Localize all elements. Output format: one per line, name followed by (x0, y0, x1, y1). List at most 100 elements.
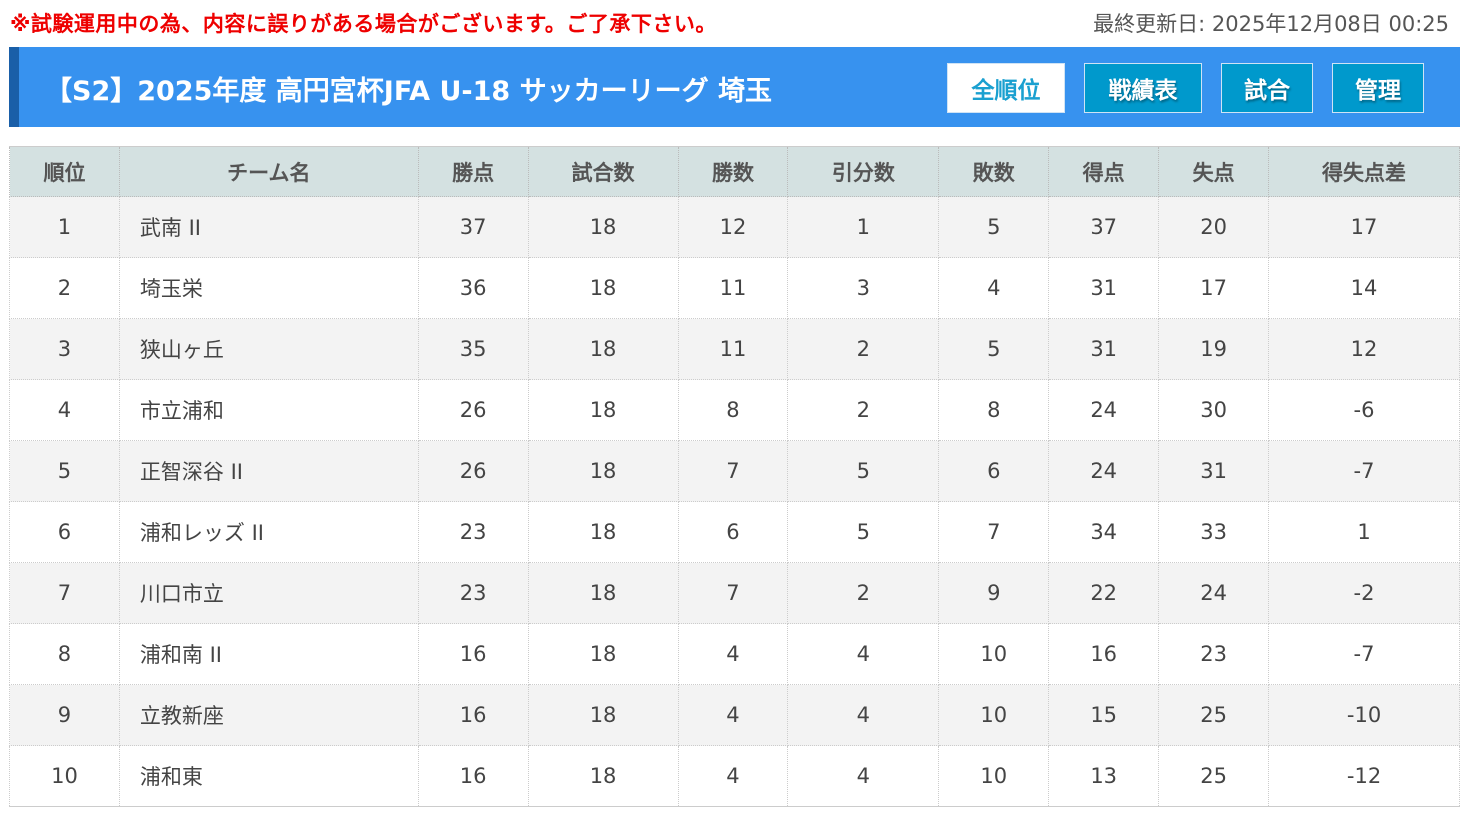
table-cell: 8 (9, 623, 120, 685)
table-cell: 5 (9, 440, 120, 502)
table-cell: 5 (938, 196, 1050, 258)
table-cell: 25 (1158, 684, 1270, 746)
table-cell: 4 (677, 623, 789, 685)
table-cell: 18 (527, 745, 679, 807)
team-name: 浦和レッズ II (118, 501, 419, 563)
table-cell: 24 (1048, 379, 1160, 441)
table-cell: 13 (1048, 745, 1160, 807)
column-header: 得失点差 (1268, 146, 1460, 197)
table-cell: 7 (677, 440, 789, 502)
nav-admin-button[interactable]: 管理 (1332, 63, 1424, 113)
table-cell: 16 (417, 684, 529, 746)
table-cell: 4 (938, 257, 1050, 319)
column-header: 勝数 (677, 146, 789, 197)
disclaimer-notice: ※試験運用中の為、内容に誤りがある場合がございます。ご了承下さい。 (10, 12, 717, 36)
table-cell: 18 (527, 318, 679, 380)
table-cell: 4 (9, 379, 120, 441)
table-cell: 37 (417, 196, 529, 258)
table-cell: 17 (1268, 196, 1460, 258)
table-cell: 4 (787, 745, 940, 807)
table-cell: 1 (9, 196, 120, 258)
table-cell: 30 (1158, 379, 1270, 441)
table-cell: 31 (1158, 440, 1270, 502)
table-cell: 24 (1158, 562, 1270, 624)
table-cell: 14 (1268, 257, 1460, 319)
table-cell: 25 (1158, 745, 1270, 807)
table-cell: 1 (1268, 501, 1460, 563)
standings-table: 順位 チーム名 勝点 試合数 勝数 引分数 敗数 得点 失点 得失点差 1 武南 II 37 18 12 1… (9, 146, 1460, 807)
table-cell: 3 (9, 318, 120, 380)
table-cell: 11 (677, 318, 789, 380)
table-cell: 23 (1158, 623, 1270, 685)
team-name: 川口市立 (118, 562, 419, 624)
table-cell: 10 (938, 684, 1050, 746)
table-cell: 19 (1158, 318, 1270, 380)
table-cell: 5 (787, 440, 940, 502)
table-cell: -12 (1268, 745, 1460, 807)
team-name: 浦和東 (118, 745, 419, 807)
table-cell: 7 (9, 562, 120, 624)
table-cell: 2 (787, 318, 940, 380)
table-cell: 2 (787, 562, 940, 624)
column-header: 得点 (1048, 146, 1160, 197)
team-name: 埼玉栄 (118, 257, 419, 319)
table-cell: -6 (1268, 379, 1460, 441)
table-row: 10 浦和東 16 18 4 4 10 13 25 -12 (9, 745, 1460, 807)
table-cell: -7 (1268, 623, 1460, 685)
table-cell: -2 (1268, 562, 1460, 624)
table-cell: 33 (1158, 501, 1270, 563)
team-name: 市立浦和 (118, 379, 419, 441)
column-header: 試合数 (527, 146, 679, 197)
table-cell: 16 (417, 745, 529, 807)
table-row: 2 埼玉栄 36 18 11 3 4 31 17 14 (9, 257, 1460, 319)
last-updated: 最終更新日: 2025年12月08日 00:25 (1093, 12, 1449, 36)
table-header-row: 順位 チーム名 勝点 試合数 勝数 引分数 敗数 得点 失点 得失点差 (9, 146, 1460, 197)
table-cell: 6 (677, 501, 789, 563)
table-cell: 4 (787, 623, 940, 685)
team-name: 立教新座 (118, 684, 419, 746)
table-cell: 18 (527, 257, 679, 319)
table-cell: -7 (1268, 440, 1460, 502)
table-cell: 37 (1048, 196, 1160, 258)
table-cell: 10 (9, 745, 120, 807)
table-cell: 16 (417, 623, 529, 685)
table-cell: 6 (938, 440, 1050, 502)
table-cell: 8 (677, 379, 789, 441)
table-cell: 10 (938, 745, 1050, 807)
table-cell: 6 (9, 501, 120, 563)
table-cell: 24 (1048, 440, 1160, 502)
column-header: 順位 (9, 146, 120, 197)
table-cell: 4 (677, 745, 789, 807)
table-cell: 8 (938, 379, 1050, 441)
table-cell: 34 (1048, 501, 1160, 563)
table-cell: 31 (1048, 318, 1160, 380)
table-cell: 10 (938, 623, 1050, 685)
table-cell: 11 (677, 257, 789, 319)
nav-matches-button[interactable]: 試合 (1221, 63, 1313, 113)
table-row: 4 市立浦和 26 18 8 2 8 24 30 -6 (9, 379, 1460, 441)
nav-all-standings-button[interactable]: 全順位 (947, 63, 1065, 113)
table-cell: 1 (787, 196, 940, 258)
table-cell: 9 (9, 684, 120, 746)
table-cell: 18 (527, 562, 679, 624)
table-cell: 4 (787, 684, 940, 746)
table-cell: 36 (417, 257, 529, 319)
column-header: 敗数 (938, 146, 1050, 197)
table-row: 8 浦和南 II 16 18 4 4 10 16 23 -7 (9, 623, 1460, 685)
team-name: 正智深谷 II (118, 440, 419, 502)
nav-results-table-button[interactable]: 戦績表 (1084, 63, 1202, 113)
table-cell: 31 (1048, 257, 1160, 319)
column-header: チーム名 (118, 146, 419, 197)
team-name: 浦和南 II (118, 623, 419, 685)
table-cell: 18 (527, 501, 679, 563)
table-cell: 26 (417, 379, 529, 441)
table-cell: 4 (677, 684, 789, 746)
team-name: 武南 II (118, 196, 419, 258)
table-cell: 18 (527, 440, 679, 502)
column-header: 引分数 (787, 146, 940, 197)
table-cell: 3 (787, 257, 940, 319)
table-cell: 5 (787, 501, 940, 563)
table-cell: 2 (9, 257, 120, 319)
table-cell: 15 (1048, 684, 1160, 746)
page-title: 【S2】2025年度 高円宮杯JFA U-18 サッカーリーグ 埼玉 (45, 76, 772, 107)
